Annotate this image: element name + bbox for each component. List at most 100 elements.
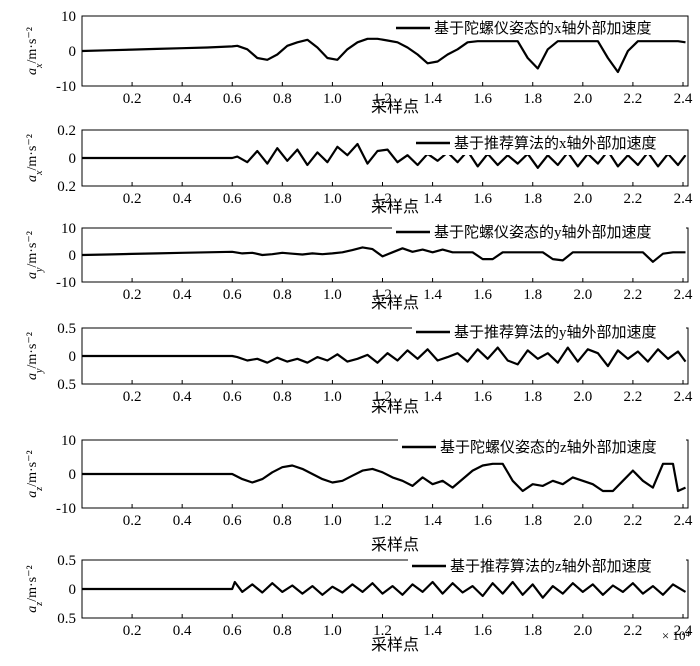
- x-tick-label: 2.2: [624, 389, 643, 405]
- legend-label: 基于陀螺仪姿态的z轴外部加速度: [440, 439, 657, 456]
- x-tick-label: 1.0: [323, 389, 342, 405]
- x-tick-label: 1.8: [523, 513, 542, 529]
- x-tick-label: 0.6: [223, 287, 242, 303]
- x-tick-label: 0.4: [173, 191, 192, 207]
- x-tick-label: 1.0: [323, 623, 342, 639]
- series-line-1: [81, 37, 686, 74]
- x-tick-label: 1.2: [373, 191, 392, 207]
- legend-background: [408, 556, 686, 578]
- series-line-1: [82, 580, 687, 599]
- y-tick-label: 10: [61, 433, 76, 449]
- x-tick-label: 0.2: [123, 91, 142, 107]
- legend-label: 基于推荐算法的z轴外部加速度: [450, 557, 652, 575]
- x-tick-label: 0.6: [223, 513, 242, 529]
- y-tick-label: 0: [69, 151, 77, 167]
- x-tick-label: 1.2: [373, 623, 392, 639]
- x-tick-label: 2.0: [573, 191, 592, 207]
- x-tick-label: 2.0: [573, 389, 592, 405]
- x-tick-label: 2.0: [573, 623, 592, 639]
- x-tick-label: 0.6: [223, 623, 242, 639]
- y-tick-label: -10: [56, 79, 76, 95]
- x-tick-label: 1.8: [523, 287, 542, 303]
- panel-3: 10 0 -10 0.2 0.4 0.6 0.8 1.0 1.2 1.4 1.6 1.8 2.0 2.2 2…: [25, 221, 693, 312]
- legend-label: 基于推荐算法的y轴外部加速度: [454, 323, 657, 341]
- y-tick-label: 10: [61, 221, 76, 237]
- series-line-1: [82, 462, 686, 493]
- x-tick-label: 1.8: [523, 623, 542, 639]
- x-tick-label: 2.2: [624, 287, 643, 303]
- legend-label: 基于陀螺仪姿态的x轴外部加速度: [434, 20, 652, 37]
- x-tick-label: 2.4: [674, 91, 693, 107]
- y-tick-label: 0: [69, 44, 77, 60]
- x-tick-label: 1.6: [473, 513, 492, 529]
- x-tick-label: 1.2: [373, 513, 392, 529]
- x-tick-label: 0.8: [273, 623, 292, 639]
- x-tick-label: 1.8: [523, 389, 542, 405]
- x-tick-label: 1.4: [423, 623, 442, 639]
- x-tick-label: 1.6: [473, 91, 492, 107]
- x-tick-label: 2.2: [624, 191, 643, 207]
- x-axis-label: 采样点: [371, 536, 419, 554]
- y-axis-label: ax/m·s⁻²: [25, 27, 45, 75]
- x-tick-label: 0.8: [273, 91, 292, 107]
- legend-background: [392, 222, 686, 244]
- x-tick-label: 0.6: [223, 91, 242, 107]
- legend-background: [412, 322, 686, 344]
- x-tick-label: 0.2: [123, 513, 142, 529]
- y-axis-label: az/m·s⁻²: [25, 565, 45, 612]
- x-tick-label: 0.4: [173, 389, 192, 405]
- x-axis-label: 采样点: [371, 636, 419, 654]
- x-tick-label: 0.8: [273, 287, 292, 303]
- x-tick-label: 2.4: [674, 513, 693, 529]
- x-tick-label: 1.4: [423, 389, 442, 405]
- y-tick-label: -10: [56, 501, 76, 517]
- y-axis-label: az/m·s⁻²: [25, 450, 45, 497]
- x-tick-label: 2.2: [624, 623, 643, 639]
- x-tick-label: 0.4: [173, 91, 192, 107]
- x-tick-label: 0.4: [173, 623, 192, 639]
- y-axis-label: ay/m·s⁻²: [25, 231, 45, 279]
- x-tick-label: 2.2: [624, 91, 643, 107]
- x-tick-label: 2.0: [573, 91, 592, 107]
- y-tick-label: 0.5: [57, 553, 76, 569]
- legend-background: [398, 437, 686, 459]
- y-axis-label: ay/m·s⁻²: [25, 332, 45, 380]
- x-axis-label: 采样点: [371, 294, 419, 312]
- x-tick-label: 1.8: [523, 191, 542, 207]
- x-tick-label: 1.6: [473, 389, 492, 405]
- y-tick-label: -10: [56, 275, 76, 291]
- panel-2: 0.2 0 0.2 0.2 0.4 0.6 0.8 1.0 1.2 1.4 1.6 1.8 2.0 2.2…: [25, 123, 693, 216]
- y-tick-label: 0.5: [57, 377, 76, 393]
- x-tick-label: 0.8: [273, 513, 292, 529]
- x-tick-label: 1.4: [423, 91, 442, 107]
- x-tick-label: 1.2: [373, 91, 392, 107]
- x-tick-label: 1.2: [373, 287, 392, 303]
- x-tick-label: 1.4: [423, 513, 442, 529]
- x-tick-label: 1.6: [473, 287, 492, 303]
- x-tick-label: 0.2: [123, 623, 142, 639]
- x-tick-label: 1.0: [323, 287, 342, 303]
- x-tick-label: 2.4: [674, 287, 693, 303]
- x-tick-label: 2.0: [573, 287, 592, 303]
- y-tick-label: 0: [69, 248, 77, 264]
- x-tick-label: 0.2: [123, 389, 142, 405]
- x-tick-label: 0.8: [273, 191, 292, 207]
- x-tick-label: 2.4: [674, 191, 693, 207]
- panel-5: 10 0 -10 0.2 0.4 0.6 0.8 1.0 1.2 1.4 1.6 1.8 2.0 2.2 2…: [25, 433, 693, 554]
- x-multiplier: × 10⁴: [662, 628, 691, 643]
- x-tick-label: 0.2: [123, 191, 142, 207]
- x-tick-label: 0.2: [123, 287, 142, 303]
- panel-4: 0.5 0 0.5 0.2 0.4 0.6 0.8 1.0 1.2 1.4 1.6 1.8 2.0 2.2…: [25, 321, 693, 416]
- series-line-1: [82, 346, 687, 368]
- y-tick-label: 0.5: [57, 321, 76, 337]
- x-axis-label: 采样点: [371, 398, 419, 416]
- x-tick-label: 1.4: [423, 191, 442, 207]
- y-tick-label: 0.2: [57, 179, 76, 195]
- x-tick-label: 2.4: [674, 623, 693, 639]
- x-tick-label: 1.6: [473, 623, 492, 639]
- x-axis-label: 采样点: [371, 98, 419, 116]
- x-tick-label: 1.4: [423, 287, 442, 303]
- legend-label: 基于陀螺仪姿态的y轴外部加速度: [434, 224, 652, 241]
- x-tick-label: 0.8: [273, 389, 292, 405]
